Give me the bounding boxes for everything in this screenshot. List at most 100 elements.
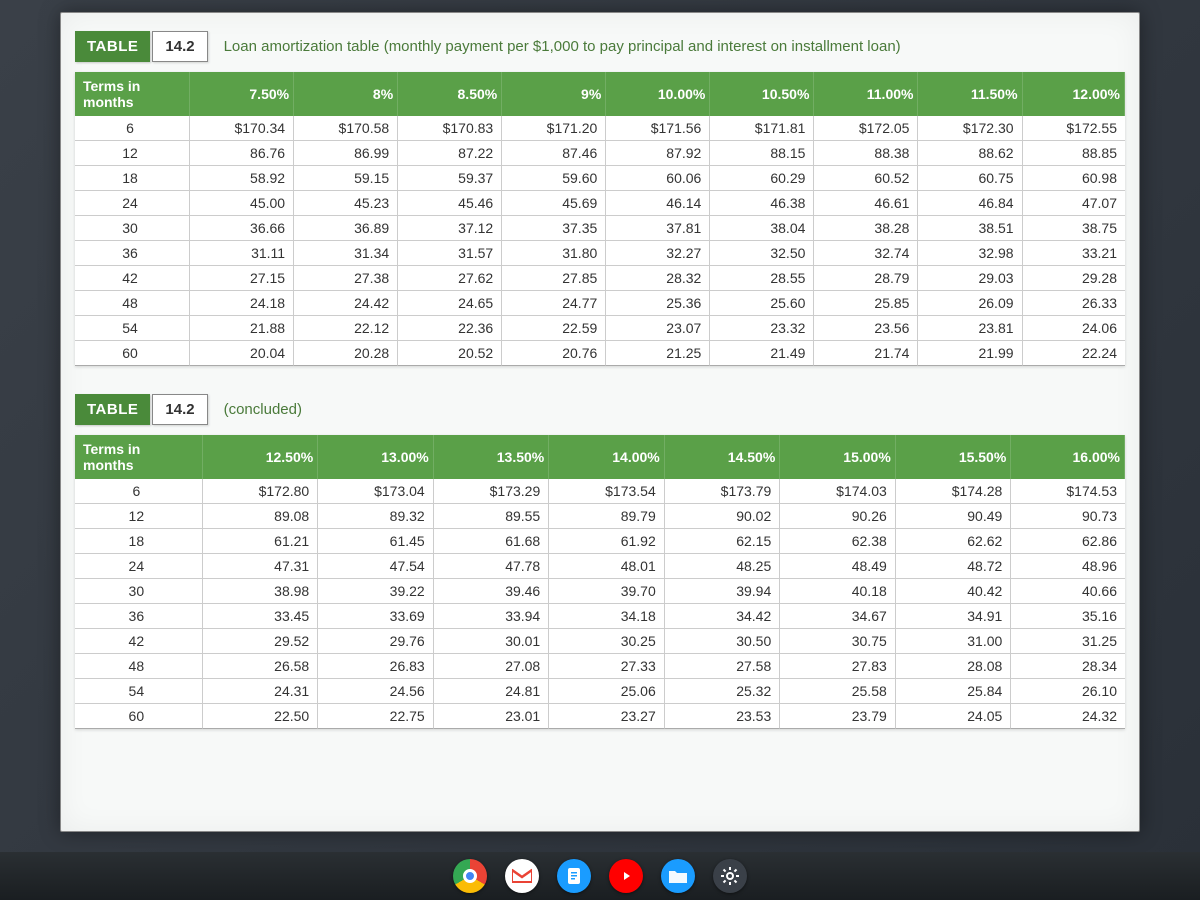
data-cell: 39.94 bbox=[665, 579, 781, 604]
row-label: 18 bbox=[75, 166, 190, 191]
data-cell: 27.62 bbox=[398, 266, 502, 291]
data-cell: 27.58 bbox=[665, 654, 781, 679]
data-cell: 48.25 bbox=[665, 554, 781, 579]
data-cell: 89.79 bbox=[549, 504, 665, 529]
row-label: 42 bbox=[75, 266, 190, 291]
data-cell: 30.50 bbox=[665, 629, 781, 654]
data-cell: 61.21 bbox=[203, 529, 319, 554]
data-cell: 36.89 bbox=[294, 216, 398, 241]
data-cell: 22.24 bbox=[1023, 341, 1125, 366]
data-cell: 22.50 bbox=[203, 704, 319, 729]
data-cell: 26.33 bbox=[1023, 291, 1125, 316]
amortization-table-2: Terms inmonths12.50%13.00%13.50%14.00%14… bbox=[75, 435, 1125, 729]
data-cell: $172.55 bbox=[1023, 116, 1125, 141]
row-label: 18 bbox=[75, 529, 203, 554]
data-cell: 47.78 bbox=[434, 554, 550, 579]
data-cell: 23.27 bbox=[549, 704, 665, 729]
data-cell: 24.65 bbox=[398, 291, 502, 316]
data-cell: 26.10 bbox=[1011, 679, 1125, 704]
table-row: 5421.8822.1222.3622.5923.0723.3223.5623.… bbox=[75, 316, 1125, 341]
data-cell: 29.52 bbox=[203, 629, 319, 654]
settings-icon[interactable] bbox=[713, 859, 747, 893]
document-page: TABLE 14.2 Loan amortization table (mont… bbox=[60, 12, 1140, 832]
data-cell: 45.69 bbox=[502, 191, 606, 216]
table2-tag: TABLE bbox=[75, 394, 150, 425]
col-header: 8.50% bbox=[398, 72, 502, 116]
data-cell: 27.15 bbox=[190, 266, 294, 291]
table-row: 5424.3124.5624.8125.0625.3225.5825.8426.… bbox=[75, 679, 1125, 704]
col-header: 11.50% bbox=[918, 72, 1022, 116]
data-cell: $174.53 bbox=[1011, 479, 1125, 504]
data-cell: 89.32 bbox=[318, 504, 434, 529]
col-header: 12.00% bbox=[1023, 72, 1125, 116]
col-header: 10.50% bbox=[710, 72, 814, 116]
data-cell: 87.46 bbox=[502, 141, 606, 166]
data-cell: 26.83 bbox=[318, 654, 434, 679]
table-row: 6$172.80$173.04$173.29$173.54$173.79$174… bbox=[75, 479, 1125, 504]
docs-icon[interactable] bbox=[557, 859, 591, 893]
data-cell: 88.85 bbox=[1023, 141, 1125, 166]
data-cell: 23.81 bbox=[918, 316, 1022, 341]
data-cell: 88.62 bbox=[918, 141, 1022, 166]
data-cell: 38.51 bbox=[918, 216, 1022, 241]
data-cell: 32.50 bbox=[710, 241, 814, 266]
data-cell: 27.33 bbox=[549, 654, 665, 679]
data-cell: 61.68 bbox=[434, 529, 550, 554]
data-cell: 45.23 bbox=[294, 191, 398, 216]
data-cell: 23.32 bbox=[710, 316, 814, 341]
data-cell: $174.03 bbox=[780, 479, 896, 504]
row-label: 6 bbox=[75, 479, 203, 504]
chrome-icon[interactable] bbox=[453, 859, 487, 893]
files-icon[interactable] bbox=[661, 859, 695, 893]
data-cell: 60.98 bbox=[1023, 166, 1125, 191]
data-cell: 27.38 bbox=[294, 266, 398, 291]
youtube-icon[interactable] bbox=[609, 859, 643, 893]
row-label: 12 bbox=[75, 504, 203, 529]
table1-number: 14.2 bbox=[152, 31, 207, 62]
gmail-icon[interactable] bbox=[505, 859, 539, 893]
data-cell: 24.77 bbox=[502, 291, 606, 316]
table-row: 3036.6636.8937.1237.3537.8138.0438.2838.… bbox=[75, 216, 1125, 241]
data-cell: 26.58 bbox=[203, 654, 319, 679]
data-cell: 28.34 bbox=[1011, 654, 1125, 679]
data-cell: 45.46 bbox=[398, 191, 502, 216]
col-header: 8% bbox=[294, 72, 398, 116]
data-cell: 24.32 bbox=[1011, 704, 1125, 729]
data-cell: 61.92 bbox=[549, 529, 665, 554]
data-cell: 87.92 bbox=[606, 141, 710, 166]
data-cell: 23.56 bbox=[814, 316, 918, 341]
data-cell: 22.12 bbox=[294, 316, 398, 341]
data-cell: 62.62 bbox=[896, 529, 1012, 554]
data-cell: 28.55 bbox=[710, 266, 814, 291]
table-row: 1861.2161.4561.6861.9262.1562.3862.6262.… bbox=[75, 529, 1125, 554]
data-cell: $174.28 bbox=[896, 479, 1012, 504]
row-header: Terms inmonths bbox=[75, 72, 190, 116]
data-cell: 21.88 bbox=[190, 316, 294, 341]
data-cell: 31.34 bbox=[294, 241, 398, 266]
table-row: 2447.3147.5447.7848.0148.2548.4948.7248.… bbox=[75, 554, 1125, 579]
data-cell: 29.03 bbox=[918, 266, 1022, 291]
data-cell: $171.56 bbox=[606, 116, 710, 141]
data-cell: 21.25 bbox=[606, 341, 710, 366]
col-header: 15.50% bbox=[896, 435, 1012, 479]
data-cell: 31.00 bbox=[896, 629, 1012, 654]
table2-title-row: TABLE 14.2 (concluded) bbox=[75, 394, 1125, 425]
row-header: Terms inmonths bbox=[75, 435, 203, 479]
table1-title-row: TABLE 14.2 Loan amortization table (mont… bbox=[75, 31, 1125, 62]
row-label: 60 bbox=[75, 341, 190, 366]
table-row: 3038.9839.2239.4639.7039.9440.1840.4240.… bbox=[75, 579, 1125, 604]
table1-tag: TABLE bbox=[75, 31, 150, 62]
data-cell: 34.18 bbox=[549, 604, 665, 629]
row-label: 36 bbox=[75, 241, 190, 266]
data-cell: 47.07 bbox=[1023, 191, 1125, 216]
data-cell: 46.61 bbox=[814, 191, 918, 216]
data-cell: 33.21 bbox=[1023, 241, 1125, 266]
col-header: 13.00% bbox=[318, 435, 434, 479]
data-cell: 33.94 bbox=[434, 604, 550, 629]
data-cell: 34.91 bbox=[896, 604, 1012, 629]
data-cell: 27.08 bbox=[434, 654, 550, 679]
data-cell: 21.49 bbox=[710, 341, 814, 366]
data-cell: 88.15 bbox=[710, 141, 814, 166]
data-cell: 28.08 bbox=[896, 654, 1012, 679]
data-cell: 40.18 bbox=[780, 579, 896, 604]
